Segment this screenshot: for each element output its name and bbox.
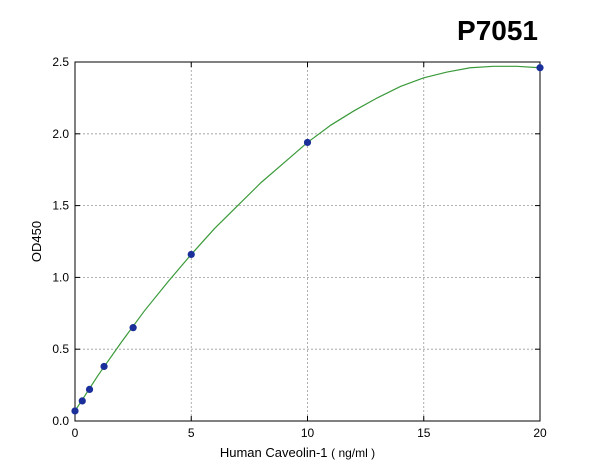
y-tick-label: 2.5 — [52, 55, 69, 69]
data-point — [129, 324, 137, 332]
y-tick-label: 1.5 — [52, 199, 69, 213]
data-point — [85, 385, 94, 394]
data-point — [71, 407, 79, 415]
y-tick-label: 0.0 — [52, 414, 69, 428]
data-point — [536, 64, 544, 72]
x-axis-unit: ( ng/ml ) — [331, 446, 375, 460]
x-axis-label-text: Human Caveolin-1 — [220, 445, 331, 460]
x-tick-label: 20 — [533, 426, 547, 440]
data-point — [187, 250, 195, 259]
x-tick-label: 10 — [301, 426, 315, 440]
data-point — [303, 138, 312, 147]
y-axis-label: OD450 — [29, 221, 44, 262]
chart-title: P7051 — [457, 15, 538, 46]
data-point — [78, 397, 86, 405]
data-point — [100, 362, 108, 371]
x-axis-label: Human Caveolin-1 ( ng/ml ) — [220, 445, 375, 460]
y-tick-label: 2.0 — [52, 127, 69, 141]
x-tick-label: 0 — [72, 426, 79, 440]
x-tick-label: 15 — [417, 426, 431, 440]
y-tick-label: 1.0 — [52, 270, 69, 284]
ticks-layer: 0 5 10 15 20 0.0 0.5 1.0 1.5 2.0 2.5 — [52, 55, 547, 440]
x-tick-label: 5 — [188, 426, 195, 440]
points-layer — [71, 64, 544, 415]
y-tick-label: 0.5 — [52, 342, 69, 356]
grid-layer — [75, 62, 540, 421]
